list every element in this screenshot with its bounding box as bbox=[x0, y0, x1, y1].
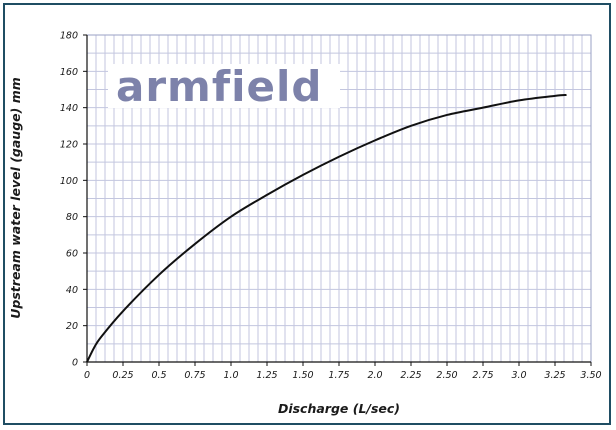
x-tick-label: 0 bbox=[84, 370, 90, 381]
x-tick-label: 2.75 bbox=[472, 370, 493, 381]
logo-background bbox=[108, 64, 340, 108]
y-tick-label: 60 bbox=[66, 249, 78, 260]
y-tick-label: 40 bbox=[66, 285, 78, 296]
x-tick-label: 3.25 bbox=[544, 370, 565, 381]
x-tick-label: 2.25 bbox=[400, 370, 421, 381]
y-tick-label: 140 bbox=[60, 103, 78, 114]
x-tick-label: 3.0 bbox=[511, 370, 526, 381]
y-tick-label: 80 bbox=[66, 212, 78, 223]
x-tick-label: 1.75 bbox=[328, 370, 349, 381]
y-tick-labels: 0 20 40 60 80 100 120 140 160 180 bbox=[60, 31, 78, 369]
y-tick-label: 20 bbox=[66, 321, 78, 332]
series bbox=[86, 93, 567, 363]
x-tick-labels: 0 0.25 0.5 0.75 1.0 1.25 1.50 1.75 2.0 2.25 2.50 2.… bbox=[84, 370, 602, 381]
y-tick-label: 120 bbox=[60, 140, 78, 151]
x-tick-label: 1.50 bbox=[292, 370, 313, 381]
x-tick-label: 1.25 bbox=[256, 370, 277, 381]
x-tick-label: 0.5 bbox=[151, 370, 166, 381]
x-tick-label: 0.25 bbox=[112, 370, 133, 381]
x-tick-label: 1.0 bbox=[223, 370, 238, 381]
x-axis-title: Discharge (L/sec) bbox=[278, 401, 400, 416]
logo-text: armfield bbox=[116, 62, 322, 111]
y-tick-label: 100 bbox=[60, 176, 78, 187]
series-line bbox=[86, 93, 567, 363]
x-tick-label: 0.75 bbox=[184, 370, 205, 381]
y-tick-label: 0 bbox=[72, 358, 78, 369]
y-tick-label: 160 bbox=[60, 67, 78, 78]
x-tick-label: 2.0 bbox=[367, 370, 382, 381]
axes bbox=[83, 34, 592, 366]
y-axis-title: Upstream water level (gauge) mm bbox=[8, 77, 23, 318]
logo: armfield bbox=[108, 62, 340, 111]
x-tick-label: 3.50 bbox=[580, 370, 601, 381]
y-tick-label: 180 bbox=[60, 31, 78, 42]
x-tick-label: 2.50 bbox=[436, 370, 457, 381]
